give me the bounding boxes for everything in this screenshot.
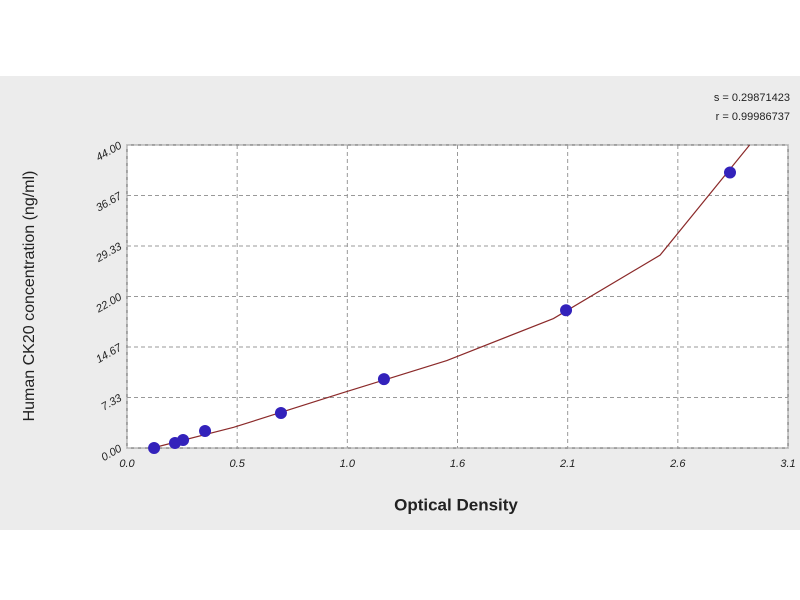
- data-point: [148, 442, 161, 454]
- data-point: [724, 166, 737, 179]
- data-point: [274, 407, 287, 420]
- y-axis-label: Human CK20 concentration (ng/ml): [21, 171, 38, 422]
- fit-curve: [152, 144, 751, 449]
- data-point: [177, 434, 190, 447]
- annotation: r = 0.99986737: [716, 111, 790, 123]
- x-tick-label: 1.0: [340, 458, 356, 470]
- data-point: [560, 304, 573, 317]
- x-tick-label: 2.1: [559, 458, 575, 470]
- x-tick-label: 1.6: [450, 458, 466, 470]
- x-tick-label: 2.6: [669, 458, 686, 470]
- data-point: [199, 424, 212, 437]
- annotation: s = 0.29871423: [714, 92, 790, 104]
- x-tick-label: 3.1: [780, 458, 795, 470]
- x-tick-label: 0.5: [230, 458, 246, 470]
- x-tick-label: 0.0: [119, 458, 135, 470]
- x-axis-label: Optical Density: [394, 495, 518, 514]
- data-point: [377, 373, 390, 386]
